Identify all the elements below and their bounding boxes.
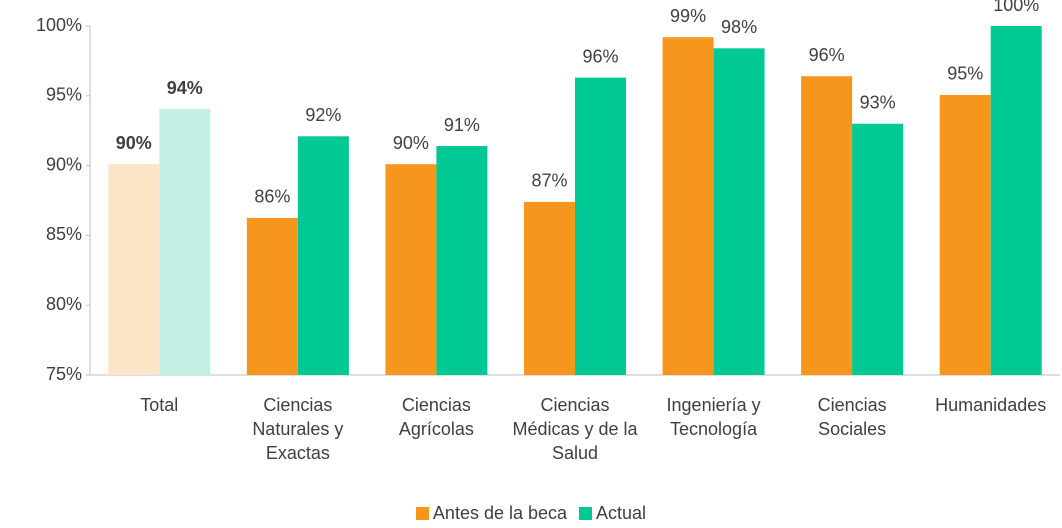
data-label: 96% (809, 45, 845, 65)
y-tick-label: 85% (46, 224, 82, 244)
bar (852, 123, 904, 375)
x-tick-label: Ciencias Naturales y Exactas (252, 395, 344, 463)
bar (801, 76, 853, 376)
legend-swatch (579, 507, 593, 520)
legend: Antes de la beca Actual (0, 503, 1062, 525)
data-label: 95% (947, 64, 983, 84)
y-tick-label: 75% (46, 364, 82, 384)
legend-label: Actual (596, 503, 647, 523)
bar (246, 217, 298, 375)
bar (524, 201, 575, 375)
data-label: 94% (167, 78, 203, 98)
legend-swatch (415, 507, 429, 520)
bar (108, 164, 160, 375)
y-tick-label: 80% (46, 294, 82, 314)
x-tick-label: Ciencias Sociales (817, 395, 887, 439)
legend-item: Antes de la beca (415, 503, 568, 524)
x-tick-label: Ciencias Agrícolas (398, 395, 474, 439)
y-tick-label: 100% (36, 15, 82, 35)
data-label: 86% (254, 187, 290, 207)
bar (297, 136, 349, 375)
data-label: 90% (116, 133, 152, 153)
data-label: 98% (721, 17, 757, 37)
x-tick-label: Total (140, 395, 179, 415)
bar (990, 26, 1042, 375)
bar (436, 146, 488, 375)
y-tick-label: 95% (46, 85, 82, 105)
x-tick-label: Ingeniería y Tecnología (666, 395, 761, 439)
legend-label: Antes de la beca (432, 503, 568, 523)
x-tick-label: Ciencias Médicas y de la Salud (512, 395, 638, 463)
legend-item: Actual (579, 503, 646, 524)
bar (662, 37, 714, 375)
y-tick-label: 90% (46, 154, 82, 174)
data-label: 91% (444, 115, 480, 135)
data-label: 99% (670, 6, 706, 26)
data-label: 100% (993, 0, 1039, 15)
bar (939, 94, 991, 375)
data-label: 96% (582, 46, 618, 66)
bar (713, 48, 765, 375)
data-label: 92% (305, 105, 341, 125)
bar (159, 109, 211, 375)
data-label: 87% (531, 171, 567, 191)
x-tick-label: Humanidades (935, 395, 1047, 415)
data-label: 93% (860, 92, 896, 112)
bar (575, 77, 626, 375)
data-label: 90% (393, 133, 429, 153)
bar (385, 164, 437, 375)
